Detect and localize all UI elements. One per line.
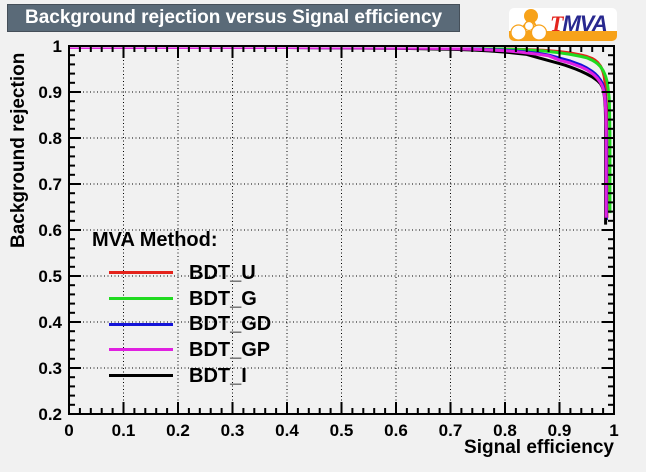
- legend-item-label: BDT_U: [189, 261, 256, 284]
- y-tick-label: 0.5: [38, 267, 62, 286]
- roc-curves: [69, 47, 612, 225]
- legend-item-bdt-gd: BDT_GD: [92, 311, 271, 337]
- x-tick-label: 1: [609, 421, 618, 440]
- tmva-logo-t: T: [550, 11, 563, 36]
- x-tick-label: 0.9: [548, 421, 572, 440]
- x-axis-title: Signal efficiency: [464, 437, 614, 458]
- x-tick-label: 0.6: [384, 421, 408, 440]
- y-tick-label: 0.6: [38, 221, 62, 240]
- legend-line-swatch: [109, 374, 173, 378]
- x-tick-label: 0.4: [275, 421, 299, 440]
- roc-curve-bdt_g: [69, 47, 612, 214]
- x-tick-label: 0.1: [112, 421, 136, 440]
- legend-item-label: BDT_GD: [189, 313, 272, 336]
- x-tick-label: 0: [64, 421, 73, 440]
- x-tick-label: 0.5: [330, 421, 354, 440]
- tmva-logo: TMVA: [509, 8, 617, 41]
- legend-item-label: BDT_GP: [189, 338, 271, 361]
- legend-line-swatch: [109, 271, 173, 275]
- legend-item-bdt-i: BDT_I: [92, 363, 271, 389]
- tmva-logo-text: TMVA: [550, 11, 608, 37]
- legend-line-swatch: [109, 322, 173, 326]
- y-tick-label: 0.4: [38, 313, 62, 332]
- x-tick-label: 0.2: [166, 421, 190, 440]
- roc-curve-bdt_gp: [69, 47, 608, 218]
- tmva-logo-bar: [509, 31, 617, 41]
- y-tick-label: 1: [53, 37, 62, 56]
- legend-line-swatch: [109, 348, 173, 352]
- x-tick-label: 0.8: [493, 421, 517, 440]
- x-tick-label: 0.7: [439, 421, 463, 440]
- y-tick-label: 0.9: [38, 83, 62, 102]
- y-tick-label: 0.8: [38, 129, 62, 148]
- roc-curve-bdt_i: [69, 47, 608, 225]
- y-axis-title: Background rejection: [8, 52, 29, 248]
- tmva-logo-mva: MVA: [562, 11, 607, 36]
- legend: MVA Method: BDT_U BDT_G BDT_GD BDT_GP BD…: [92, 229, 271, 388]
- legend-item-label: BDT_I: [189, 364, 247, 387]
- legend-item-bdt-u: BDT_U: [92, 260, 271, 286]
- legend-line-swatch: [109, 297, 173, 301]
- plot-title: Background rejection versus Signal effic…: [7, 4, 460, 32]
- legend-item-bdt-gp: BDT_GP: [92, 337, 271, 363]
- legend-header: MVA Method:: [92, 229, 218, 251]
- y-tick-label: 0.7: [38, 175, 62, 194]
- legend-item-bdt-g: BDT_G: [92, 286, 271, 312]
- roc-curve-bdt_gd: [69, 47, 608, 220]
- legend-item-label: BDT_G: [189, 287, 257, 310]
- tmva-molecule-icon: [510, 9, 548, 41]
- y-tick-label: 0.2: [38, 405, 62, 424]
- x-tick-label: 0.3: [221, 421, 245, 440]
- y-tick-label: 0.3: [38, 359, 62, 378]
- roc-curve-bdt_u: [69, 47, 609, 218]
